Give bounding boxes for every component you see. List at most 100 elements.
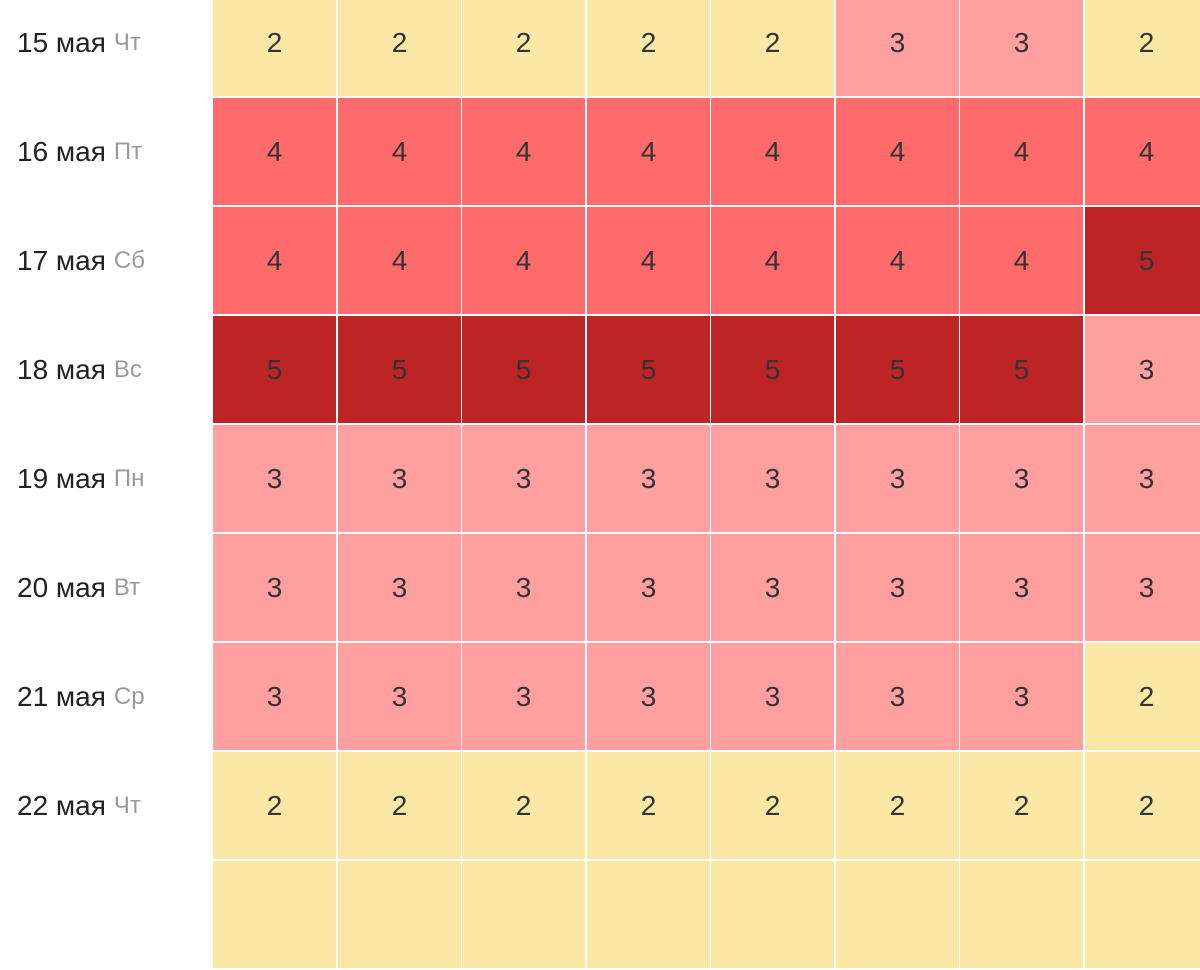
level-cell: 2 <box>1085 643 1200 750</box>
level-cell: 3 <box>836 534 959 641</box>
level-cell: 2 <box>711 0 834 96</box>
day-weekday: Чт <box>113 791 141 819</box>
day-label <box>0 861 212 968</box>
level-cell: 3 <box>960 534 1083 641</box>
level-cell: 3 <box>462 425 585 532</box>
level-cell: 2 <box>836 752 959 859</box>
level-cell: 4 <box>711 98 834 205</box>
day-row: 15 мая Чт 2 2 2 2 2 3 3 2 <box>0 0 1200 98</box>
day-date: 15 мая <box>17 26 106 58</box>
day-weekday: Пт <box>113 137 143 165</box>
level-cell: 3 <box>960 643 1083 750</box>
level-cell <box>960 861 1083 968</box>
day-date: 21 мая <box>17 680 106 712</box>
day-row: 21 мая Ср 3 3 3 3 3 3 3 2 <box>0 643 1200 752</box>
day-date: 20 мая <box>17 571 106 603</box>
day-row: 16 мая Пт 4 4 4 4 4 4 4 4 <box>0 98 1200 207</box>
level-cell: 3 <box>711 534 834 641</box>
level-cell: 5 <box>1085 207 1200 314</box>
day-label: 15 мая Чт <box>0 0 212 96</box>
level-cell: 3 <box>338 643 461 750</box>
level-cell: 2 <box>960 752 1083 859</box>
day-row: 19 мая Пн 3 3 3 3 3 3 3 3 <box>0 425 1200 534</box>
level-cell: 4 <box>711 207 834 314</box>
level-cell: 5 <box>462 316 585 423</box>
day-weekday: Пн <box>113 464 145 492</box>
level-cell: 2 <box>587 752 710 859</box>
level-cell: 4 <box>960 207 1083 314</box>
day-label: 19 мая Пн <box>0 425 212 532</box>
day-weekday: Сб <box>113 246 145 274</box>
level-cell: 2 <box>1085 0 1200 96</box>
level-cell <box>213 861 336 968</box>
level-cell: 3 <box>213 534 336 641</box>
day-date: 18 мая <box>17 353 106 385</box>
level-cell: 3 <box>711 643 834 750</box>
day-row: 20 мая Вт 3 3 3 3 3 3 3 3 <box>0 534 1200 643</box>
level-cell: 5 <box>836 316 959 423</box>
level-cell: 2 <box>1085 752 1200 859</box>
day-weekday: Вс <box>113 355 142 383</box>
day-date: 22 мая <box>17 789 106 821</box>
level-cell: 3 <box>960 0 1083 96</box>
day-row: 17 мая Сб 4 4 4 4 4 4 4 5 <box>0 207 1200 316</box>
level-cell: 3 <box>1085 316 1200 423</box>
level-cell: 2 <box>462 752 585 859</box>
level-cell: 3 <box>587 425 710 532</box>
level-cell: 3 <box>836 425 959 532</box>
day-weekday: Вт <box>113 573 141 601</box>
level-cell: 5 <box>960 316 1083 423</box>
day-date: 16 мая <box>17 135 106 167</box>
level-cell: 3 <box>462 643 585 750</box>
day-label: 16 мая Пт <box>0 98 212 205</box>
day-weekday: Чт <box>113 28 141 56</box>
day-label: 17 мая Сб <box>0 207 212 314</box>
level-cell: 4 <box>462 207 585 314</box>
level-cell <box>711 861 834 968</box>
level-cell: 4 <box>462 98 585 205</box>
level-cell: 4 <box>213 207 336 314</box>
level-cell: 4 <box>836 98 959 205</box>
level-cell <box>462 861 585 968</box>
level-cell: 2 <box>711 752 834 859</box>
day-row: 18 мая Вс 5 5 5 5 5 5 5 3 <box>0 316 1200 425</box>
level-cell: 4 <box>338 207 461 314</box>
day-row <box>0 861 1200 970</box>
level-cell: 3 <box>587 643 710 750</box>
level-cell: 5 <box>338 316 461 423</box>
level-cell: 2 <box>338 752 461 859</box>
level-cell: 4 <box>587 98 710 205</box>
level-cell: 3 <box>587 534 710 641</box>
level-cell: 3 <box>338 425 461 532</box>
level-cell: 4 <box>338 98 461 205</box>
level-cell: 3 <box>836 0 959 96</box>
level-cell: 3 <box>711 425 834 532</box>
level-cell: 2 <box>587 0 710 96</box>
level-cell: 2 <box>338 0 461 96</box>
level-cell: 5 <box>587 316 710 423</box>
level-cell <box>587 861 710 968</box>
level-cell: 3 <box>1085 534 1200 641</box>
level-cell: 5 <box>711 316 834 423</box>
day-row: 22 мая Чт 2 2 2 2 2 2 2 2 <box>0 752 1200 861</box>
level-cell: 2 <box>213 752 336 859</box>
level-cell: 3 <box>1085 425 1200 532</box>
level-cell: 4 <box>587 207 710 314</box>
level-cell: 3 <box>338 534 461 641</box>
level-cell: 4 <box>960 98 1083 205</box>
day-date: 19 мая <box>17 462 106 494</box>
level-cell: 3 <box>213 643 336 750</box>
day-label: 18 мая Вс <box>0 316 212 423</box>
level-cell: 3 <box>462 534 585 641</box>
level-cell: 5 <box>213 316 336 423</box>
day-date: 17 мая <box>17 244 106 276</box>
level-cell <box>1085 861 1200 968</box>
day-label: 22 мая Чт <box>0 752 212 859</box>
level-cell: 3 <box>836 643 959 750</box>
level-cell <box>836 861 959 968</box>
day-label: 20 мая Вт <box>0 534 212 641</box>
level-cell: 2 <box>462 0 585 96</box>
level-cell: 3 <box>960 425 1083 532</box>
level-cell: 2 <box>213 0 336 96</box>
